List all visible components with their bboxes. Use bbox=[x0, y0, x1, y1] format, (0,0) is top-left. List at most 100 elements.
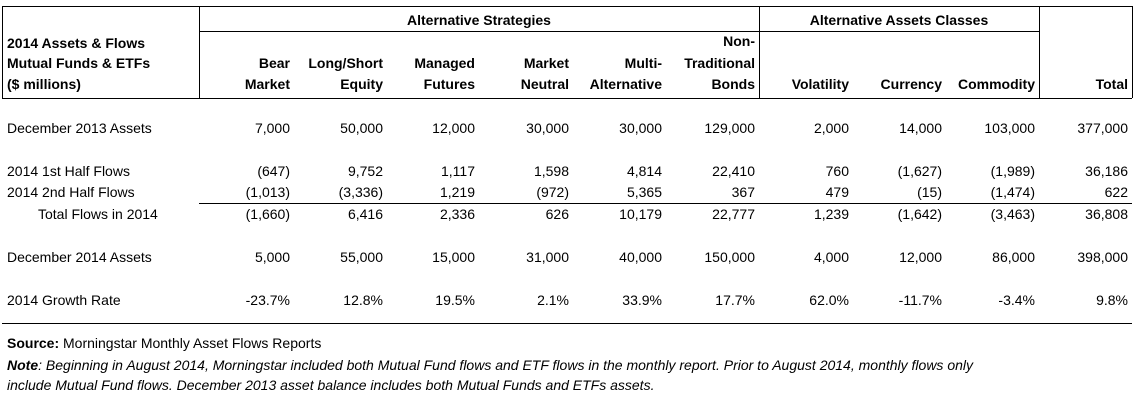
row-header-line-1: 2014 Assets & Flows bbox=[7, 35, 145, 51]
table-cell: 17.7% bbox=[715, 292, 755, 308]
table-top-border bbox=[2, 6, 1132, 7]
row-label: 2014 2nd Half Flows bbox=[7, 184, 135, 200]
left-border bbox=[2, 6, 3, 98]
column-header-8-line-3: Currency bbox=[880, 76, 942, 92]
table-cell: 398,000 bbox=[1077, 249, 1128, 265]
table-cell: 55,000 bbox=[340, 249, 383, 265]
row-header-line-2: Mutual Funds & ETFs bbox=[7, 55, 151, 71]
table-cell: (1,660) bbox=[245, 206, 290, 222]
table-bottom-border bbox=[2, 323, 1132, 324]
table-cell: 12,000 bbox=[899, 249, 942, 265]
table-cell: 2,336 bbox=[439, 206, 475, 222]
table-cell: -23.7% bbox=[245, 292, 290, 308]
table-cell: (1,627) bbox=[897, 163, 942, 179]
table-cell: (1,474) bbox=[990, 184, 1035, 200]
table-cell: 4,814 bbox=[626, 163, 662, 179]
table-cell: (3,463) bbox=[990, 206, 1035, 222]
note-line-2: include Mutual Fund flows. December 2013… bbox=[7, 377, 655, 393]
column-header-3-line-2: Managed bbox=[414, 55, 475, 71]
table-cell: 6,416 bbox=[347, 206, 383, 222]
table-cell: 31,000 bbox=[526, 249, 569, 265]
table-cell: (972) bbox=[536, 184, 569, 200]
column-header-6-line-1: Non- bbox=[723, 33, 755, 49]
table-cell: 14,000 bbox=[899, 120, 942, 136]
table-cell: 103,000 bbox=[984, 120, 1035, 136]
table-cell: 10,179 bbox=[619, 206, 662, 222]
column-header-10-line-3: Total bbox=[1095, 76, 1128, 92]
row-label: 2014 1st Half Flows bbox=[7, 163, 130, 179]
table-cell: 1,239 bbox=[813, 206, 849, 222]
table-cell: 1,117 bbox=[441, 163, 475, 179]
group-divider-line bbox=[199, 31, 1039, 32]
table-cell: (3,336) bbox=[338, 184, 383, 200]
total-flows-top-line bbox=[199, 203, 1132, 204]
table-cell: 9.8% bbox=[1096, 292, 1128, 308]
table-cell: 36,186 bbox=[1085, 163, 1128, 179]
table-cell: -3.4% bbox=[998, 292, 1035, 308]
column-header-2-line-2: Long/Short bbox=[308, 55, 383, 71]
table-cell: 5,365 bbox=[626, 184, 662, 200]
note-text-1: : Beginning in August 2014, Morningstar … bbox=[38, 357, 974, 373]
table-cell: -11.7% bbox=[898, 292, 942, 308]
row-label: Total Flows in 2014 bbox=[38, 206, 158, 222]
row-label: 2014 Growth Rate bbox=[7, 292, 121, 308]
table-cell: (647) bbox=[257, 163, 290, 179]
right-border bbox=[1132, 6, 1133, 98]
column-header-2-line-3: Equity bbox=[340, 76, 383, 92]
header-bottom-line bbox=[2, 98, 1132, 99]
table-cell: 50,000 bbox=[340, 120, 383, 136]
group-header-alternative-assets: Alternative Assets Classes bbox=[809, 12, 989, 28]
row-header-line-3: ($ millions) bbox=[7, 76, 81, 92]
table-cell: 62.0% bbox=[809, 292, 849, 308]
table-cell: 2.1% bbox=[537, 292, 569, 308]
table-cell: 760 bbox=[825, 163, 849, 179]
table-cell: 1,219 bbox=[439, 184, 475, 200]
table-cell: 30,000 bbox=[619, 120, 662, 136]
table-cell: 9,752 bbox=[347, 163, 383, 179]
table-cell: 626 bbox=[545, 206, 569, 222]
table-cell: 15,000 bbox=[432, 249, 475, 265]
column-header-6-line-3: Bonds bbox=[711, 76, 755, 92]
table-cell: 22,777 bbox=[712, 206, 755, 222]
table-cell: 150,000 bbox=[704, 249, 755, 265]
group-header-alternative-strategies: Alternative Strategies bbox=[407, 12, 551, 28]
source-text: Morningstar Monthly Asset Flows Reports bbox=[59, 335, 322, 351]
table-cell: 377,000 bbox=[1077, 120, 1128, 136]
source-label: Source: bbox=[7, 335, 60, 351]
table-cell: 1,598 bbox=[533, 163, 569, 179]
table-cell: 5,000 bbox=[254, 249, 290, 265]
header-divider-c bbox=[1039, 6, 1040, 98]
table-cell: (1,013) bbox=[245, 184, 290, 200]
column-header-6-line-2: Traditional bbox=[684, 55, 755, 71]
header-divider-a bbox=[199, 6, 200, 98]
table-cell: 19.5% bbox=[435, 292, 475, 308]
table-cell: 86,000 bbox=[992, 249, 1035, 265]
table-cell: 33.9% bbox=[622, 292, 662, 308]
table-cell: (15) bbox=[917, 184, 942, 200]
table-cell: 479 bbox=[825, 184, 849, 200]
table-cell: 30,000 bbox=[526, 120, 569, 136]
note-line-1: Note: Beginning in August 2014, Mornings… bbox=[7, 357, 973, 373]
table-cell: (1,642) bbox=[897, 206, 942, 222]
column-header-9-line-3: Commodity bbox=[958, 76, 1035, 92]
table-cell: 367 bbox=[731, 184, 755, 200]
column-header-3-line-3: Futures bbox=[423, 76, 475, 92]
column-header-5-line-3: Alternative bbox=[589, 76, 662, 92]
column-header-5-line-2: Multi- bbox=[624, 55, 662, 71]
source-line: Source: Morningstar Monthly Asset Flows … bbox=[7, 335, 321, 351]
table-cell: 22,410 bbox=[712, 163, 755, 179]
table-cell: (1,989) bbox=[990, 163, 1035, 179]
table-cell: 36,808 bbox=[1085, 206, 1128, 222]
table-cell: 12.8% bbox=[343, 292, 383, 308]
note-label: Note bbox=[7, 357, 39, 373]
table-cell: 40,000 bbox=[619, 249, 662, 265]
header-divider-b bbox=[759, 6, 760, 98]
column-header-4-line-3: Neutral bbox=[520, 76, 569, 92]
table-cell: 7,000 bbox=[254, 120, 290, 136]
column-header-4-line-2: Market bbox=[523, 55, 569, 71]
row-label: December 2014 Assets bbox=[7, 249, 152, 265]
column-header-1-line-2: Bear bbox=[258, 55, 290, 71]
table-cell: 4,000 bbox=[813, 249, 849, 265]
table-cell: 129,000 bbox=[704, 120, 755, 136]
column-header-7-line-3: Volatility bbox=[791, 76, 849, 92]
